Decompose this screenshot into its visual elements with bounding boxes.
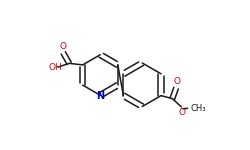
Text: OH: OH	[48, 63, 62, 72]
Text: N: N	[96, 91, 104, 101]
Text: O: O	[60, 42, 67, 51]
Text: CH₃: CH₃	[190, 104, 206, 113]
Text: O: O	[173, 77, 180, 86]
Text: O: O	[178, 108, 185, 117]
